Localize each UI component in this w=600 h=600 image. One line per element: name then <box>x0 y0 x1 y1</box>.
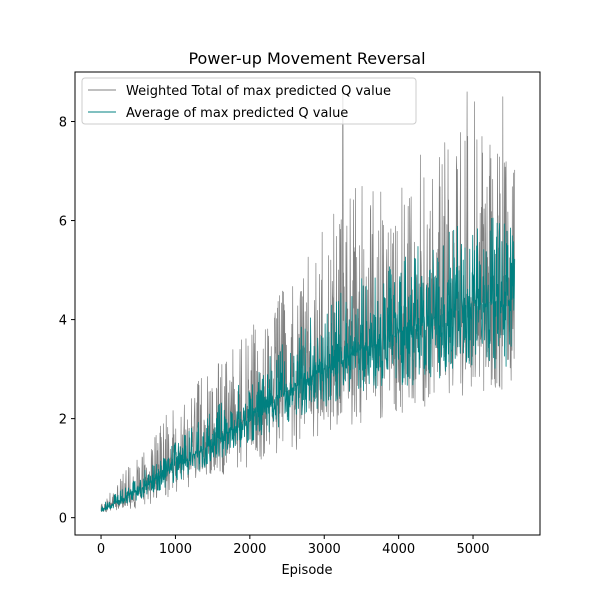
y-tick-label: 0 <box>59 512 67 527</box>
legend: Weighted Total of max predicted Q value … <box>81 77 417 125</box>
x-tick-label: 1000 <box>159 542 192 557</box>
series-layer <box>100 91 516 513</box>
y-tick-label: 8 <box>59 116 67 131</box>
x-tick-label: 4000 <box>382 542 415 557</box>
y-tick-label: 2 <box>59 413 67 428</box>
series-line-average <box>100 217 516 512</box>
ticks-layer: 0 1000 2000 3000 4000 5000 0 2 4 6 8 <box>59 116 490 557</box>
plot-frame <box>74 71 541 536</box>
x-tick-label: 3000 <box>308 542 341 557</box>
y-tick-label: 6 <box>59 215 67 230</box>
legend-frame <box>81 77 417 125</box>
x-axis-title: Episode <box>281 563 332 578</box>
legend-label-weighted-total: Weighted Total of max predicted Q value <box>126 84 391 99</box>
x-tick-label: 5000 <box>456 542 489 557</box>
y-tick-label: 4 <box>59 314 67 329</box>
chart-title: Power-up Movement Reversal <box>188 49 425 68</box>
x-tick-label: 0 <box>97 542 105 557</box>
legend-label-average: Average of max predicted Q value <box>126 106 348 121</box>
x-tick-label: 2000 <box>233 542 266 557</box>
